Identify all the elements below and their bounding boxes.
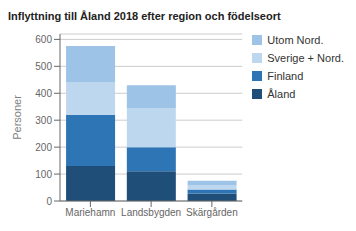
html-text:Sverige + Nord.: Sverige + Nord. [267, 52, 344, 64]
svg-text:Landsbygden: Landsbygden [121, 207, 181, 218]
html-text:Finland: Finland [267, 70, 304, 82]
svg-text:200: 200 [35, 142, 52, 153]
svg-text:100: 100 [35, 169, 52, 180]
svg-text:Skärgården: Skärgården [186, 207, 238, 218]
svg-text:Mariehamn: Mariehamn [65, 207, 115, 218]
svg-text:400: 400 [35, 88, 52, 99]
html-text:Utom Nord.: Utom Nord. [267, 34, 324, 46]
svg-text:Personer: Personer [11, 95, 23, 140]
svg-text:500: 500 [35, 61, 52, 72]
svg-text:300: 300 [35, 115, 52, 126]
html-text:Inflyttning till Åland 2018 ef: Inflyttning till Åland 2018 efter region… [8, 10, 281, 22]
html-text:Åland: Åland [267, 88, 296, 100]
svg-text:600: 600 [35, 34, 52, 45]
svg-text:0: 0 [46, 196, 52, 207]
